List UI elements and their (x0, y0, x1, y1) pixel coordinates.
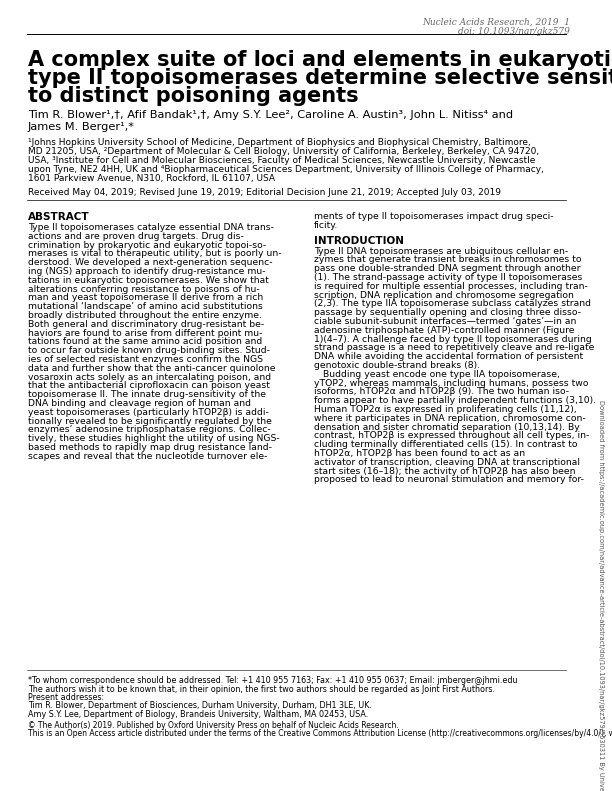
Text: merases is vital to therapeutic utility, but is poorly un-: merases is vital to therapeutic utility,… (28, 249, 282, 259)
Text: DNA while avoiding the accidental formation of persistent: DNA while avoiding the accidental format… (314, 352, 583, 361)
Text: doi: 10.1093/nar/gkz579: doi: 10.1093/nar/gkz579 (458, 27, 570, 36)
Text: *To whom correspondence should be addressed. Tel: +1 410 955 7163; Fax: +1 410 9: *To whom correspondence should be addres… (28, 676, 518, 685)
Text: actions and are proven drug targets. Drug dis-: actions and are proven drug targets. Dru… (28, 232, 244, 240)
Text: cluding terminally differentiated cells (15). In contrast to: cluding terminally differentiated cells … (314, 441, 578, 449)
Text: mutational ‘landscape’ of amino acid substitutions: mutational ‘landscape’ of amino acid sub… (28, 302, 263, 311)
Text: Amy S.Y. Lee, Department of Biology, Brandeis University, Waltham, MA 02453, USA: Amy S.Y. Lee, Department of Biology, Bra… (28, 710, 368, 719)
Text: man and yeast topoisomerase II derive from a rich: man and yeast topoisomerase II derive fr… (28, 293, 263, 302)
Text: start sites (16–18); the activity of hTOP2β has also been: start sites (16–18); the activity of hTO… (314, 467, 575, 475)
Text: Type II DNA topoisomerases are ubiquitous cellular en-: Type II DNA topoisomerases are ubiquitou… (314, 247, 569, 255)
Text: The authors wish it to be known that, in their opinion, the first two authors sh: The authors wish it to be known that, in… (28, 684, 495, 694)
Text: adenosine triphosphate (ATP)-controlled manner (Figure: adenosine triphosphate (ATP)-controlled … (314, 326, 575, 335)
Text: to distinct poisoning agents: to distinct poisoning agents (28, 86, 359, 106)
Text: derstood. We developed a next-generation sequenc-: derstood. We developed a next-generation… (28, 258, 272, 267)
Text: pass one double-stranded DNA segment through another: pass one double-stranded DNA segment thr… (314, 264, 581, 273)
Text: that the antibacterial ciprofloxacin can poison yeast: that the antibacterial ciprofloxacin can… (28, 381, 270, 391)
Text: INTRODUCTION: INTRODUCTION (314, 236, 404, 245)
Text: scapes and reveal that the nucleotide turnover ele-: scapes and reveal that the nucleotide tu… (28, 452, 267, 461)
Text: alterations conferring resistance to poisons of hu-: alterations conferring resistance to poi… (28, 285, 259, 293)
Text: data and further show that the anti-cancer quinolone: data and further show that the anti-canc… (28, 364, 275, 373)
Text: upon Tyne, NE2 4HH, UK and ⁴Biopharmaceutical Sciences Department, University of: upon Tyne, NE2 4HH, UK and ⁴Biopharmaceu… (28, 165, 544, 174)
Text: yTOP2, whereas mammals, including humans, possess two: yTOP2, whereas mammals, including humans… (314, 379, 589, 388)
Text: (2,3). The type IIA topoisomerase subclass catalyzes strand: (2,3). The type IIA topoisomerase subcla… (314, 300, 591, 308)
Text: contrast, hTOP2β is expressed throughout all cell types, in-: contrast, hTOP2β is expressed throughout… (314, 431, 589, 441)
Text: USA, ³Institute for Cell and Molecular Biosciences, Faculty of Medical Sciences,: USA, ³Institute for Cell and Molecular B… (28, 156, 536, 165)
Text: vosaroxin acts solely as an intercalating poison, and: vosaroxin acts solely as an intercalatin… (28, 373, 271, 381)
Text: zymes that generate transient breaks in chromosomes to: zymes that generate transient breaks in … (314, 255, 581, 264)
Text: Present addresses:: Present addresses: (28, 693, 104, 702)
Text: Downloaded from https://academic.oup.com/nar/advance-article-abstract/doi/10.109: Downloaded from https://academic.oup.com… (598, 400, 604, 791)
Text: haviors are found to arise from different point mu-: haviors are found to arise from differen… (28, 328, 263, 338)
Text: 1601 Parkview Avenue, N310, Rockford, IL 61107, USA: 1601 Parkview Avenue, N310, Rockford, IL… (28, 174, 275, 183)
Text: to occur far outside known drug-binding sites. Stud-: to occur far outside known drug-binding … (28, 346, 270, 355)
Text: Tim R. Blower¹,†, Afif Bandak¹,†, Amy S.Y. Lee², Caroline A. Austin³, John L. Ni: Tim R. Blower¹,†, Afif Bandak¹,†, Amy S.… (28, 110, 513, 120)
Text: Received May 04, 2019; Revised June 19, 2019; Editorial Decision June 21, 2019; : Received May 04, 2019; Revised June 19, … (28, 188, 501, 197)
Text: ficity.: ficity. (314, 221, 338, 230)
Text: broadly distributed throughout the entire enzyme.: broadly distributed throughout the entir… (28, 311, 262, 320)
Text: forms appear to have partially independent functions (3,10).: forms appear to have partially independe… (314, 396, 596, 405)
Text: © The Author(s) 2019. Published by Oxford University Press on behalf of Nucleic : © The Author(s) 2019. Published by Oxfor… (28, 721, 399, 729)
Text: Both general and discriminatory drug-resistant be-: Both general and discriminatory drug-res… (28, 320, 264, 329)
Text: ing (NGS) approach to identify drug-resistance mu-: ing (NGS) approach to identify drug-resi… (28, 267, 266, 276)
Text: yeast topoisomerases (particularly hTOP2β) is addi-: yeast topoisomerases (particularly hTOP2… (28, 408, 269, 417)
Text: This is an Open Access article distributed under the terms of the Creative Commo: This is an Open Access article distribut… (28, 729, 612, 737)
Text: proposed to lead to neuronal stimulation and memory for-: proposed to lead to neuronal stimulation… (314, 475, 584, 484)
Text: scription, DNA replication and chromosome segregation: scription, DNA replication and chromosom… (314, 290, 574, 300)
Text: ies of selected resistant enzymes confirm the NGS: ies of selected resistant enzymes confir… (28, 355, 263, 364)
Text: isoforms, hTOP2α and hTOP2β (9). The two human iso-: isoforms, hTOP2α and hTOP2β (9). The two… (314, 388, 569, 396)
Text: ABSTRACT: ABSTRACT (28, 212, 89, 222)
Text: passage by sequentially opening and closing three disso-: passage by sequentially opening and clos… (314, 308, 581, 317)
Text: tations found at the same amino acid position and: tations found at the same amino acid pos… (28, 338, 263, 346)
Text: Nucleic Acids Research, 2019  1: Nucleic Acids Research, 2019 1 (422, 18, 570, 27)
Text: ¹Johns Hopkins University School of Medicine, Department of Biophysics and Bioph: ¹Johns Hopkins University School of Medi… (28, 138, 531, 147)
Text: hTOP2α, hTOP2β has been found to act as an: hTOP2α, hTOP2β has been found to act as … (314, 449, 525, 458)
Text: A complex suite of loci and elements in eukaryotic: A complex suite of loci and elements in … (28, 50, 612, 70)
Text: Tim R. Blower, Department of Biosciences, Durham University, Durham, DH1 3LE, UK: Tim R. Blower, Department of Biosciences… (28, 702, 372, 710)
Text: ments of type II topoisomerases impact drug speci-: ments of type II topoisomerases impact d… (314, 212, 554, 221)
Text: strand passage is a need to repetitively cleave and re-ligate: strand passage is a need to repetitively… (314, 343, 594, 353)
Text: (1). The strand-passage activity of type II topoisomerases: (1). The strand-passage activity of type… (314, 273, 583, 282)
Text: 1)(4–7). A challenge faced by type II topoisomerases during: 1)(4–7). A challenge faced by type II to… (314, 335, 592, 343)
Text: is required for multiple essential processes, including tran-: is required for multiple essential proce… (314, 282, 588, 291)
Text: genotoxic double-strand breaks (8).: genotoxic double-strand breaks (8). (314, 361, 480, 370)
Text: tionally revealed to be significantly regulated by the: tionally revealed to be significantly re… (28, 417, 272, 426)
Text: type II topoisomerases determine selective sensitivity: type II topoisomerases determine selecti… (28, 68, 612, 88)
Text: where it participates in DNA replication, chromosome con-: where it participates in DNA replication… (314, 414, 586, 423)
Text: activator of transcription, cleaving DNA at transcriptional: activator of transcription, cleaving DNA… (314, 458, 580, 467)
Text: enzymes’ adenosine triphosphatase regions. Collec-: enzymes’ adenosine triphosphatase region… (28, 426, 271, 434)
Text: Human TOP2α is expressed in proliferating cells (11,12),: Human TOP2α is expressed in proliferatin… (314, 405, 577, 414)
Text: MD 21205, USA, ²Department of Molecular & Cell Biology, University of California: MD 21205, USA, ²Department of Molecular … (28, 147, 539, 156)
Text: tively, these studies highlight the utility of using NGS-: tively, these studies highlight the util… (28, 434, 280, 443)
Text: Budding yeast encode one type IIA topoisomerase,: Budding yeast encode one type IIA topois… (314, 370, 560, 379)
Text: DNA binding and cleavage region of human and: DNA binding and cleavage region of human… (28, 399, 251, 408)
Text: tations in eukaryotic topoisomerases. We show that: tations in eukaryotic topoisomerases. We… (28, 276, 269, 285)
Text: based methods to rapidly map drug resistance land-: based methods to rapidly map drug resist… (28, 443, 272, 452)
Text: densation and sister chromatid separation (10,13,14). By: densation and sister chromatid separatio… (314, 422, 580, 432)
Text: crimination by prokaryotic and eukaryotic topoi-so-: crimination by prokaryotic and eukaryoti… (28, 240, 266, 250)
Text: ciable subunit-subunit interfaces—termed ‘gates’—in an: ciable subunit-subunit interfaces—termed… (314, 317, 577, 326)
Text: Type II topoisomerases catalyze essential DNA trans-: Type II topoisomerases catalyze essentia… (28, 223, 274, 232)
Text: James M. Berger¹,*: James M. Berger¹,* (28, 122, 135, 132)
Text: topoisomerase II. The innate drug-sensitivity of the: topoisomerase II. The innate drug-sensit… (28, 390, 266, 399)
